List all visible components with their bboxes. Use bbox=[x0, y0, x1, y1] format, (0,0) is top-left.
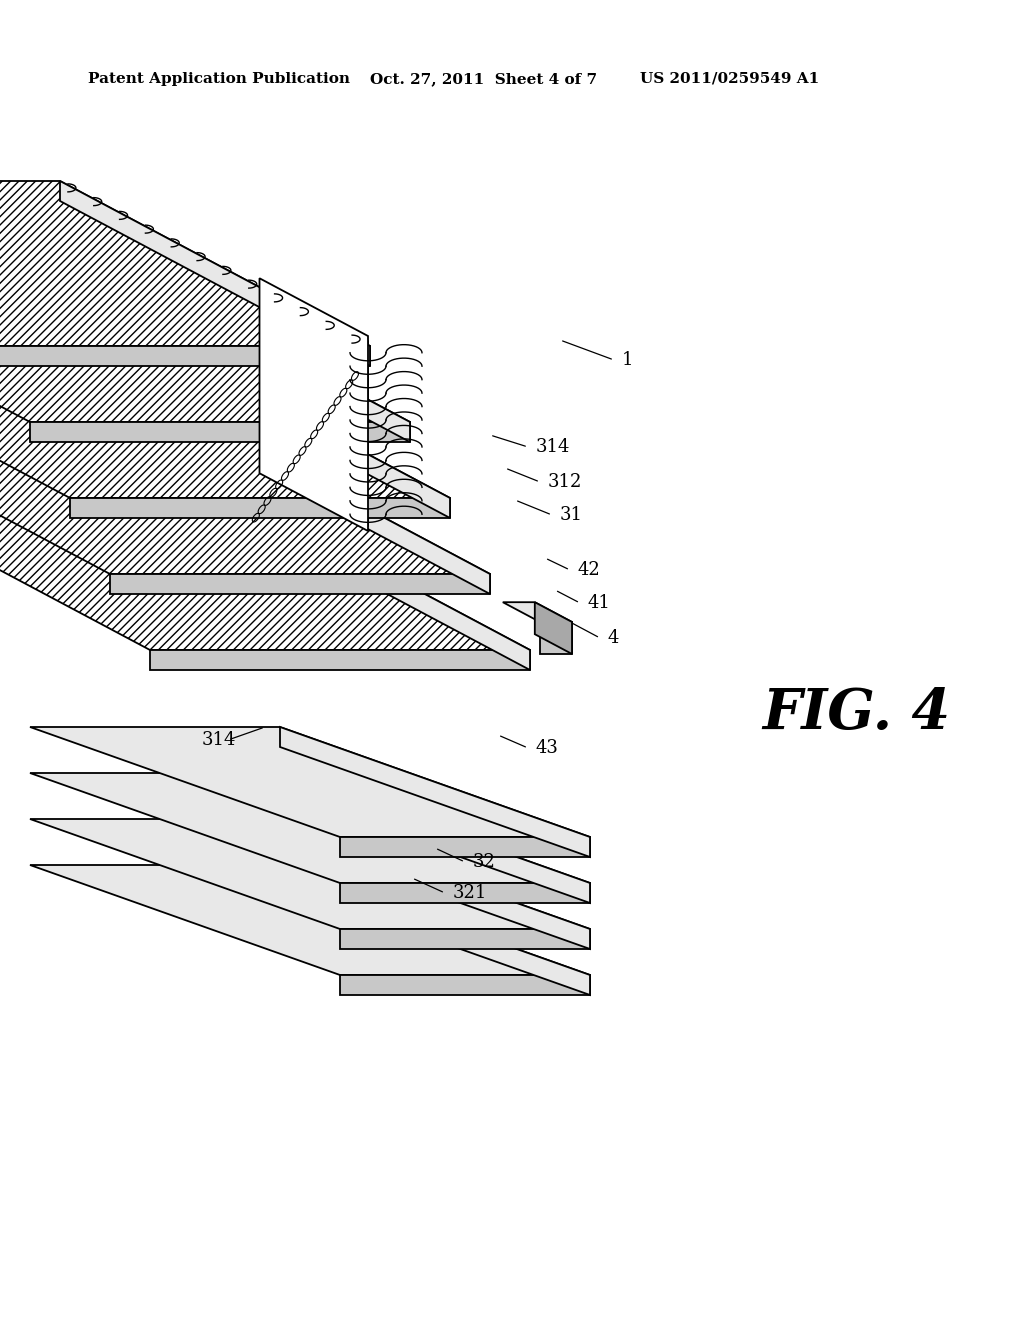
Polygon shape bbox=[280, 727, 590, 857]
Text: 1: 1 bbox=[622, 351, 634, 370]
Polygon shape bbox=[150, 649, 530, 671]
Text: FIG. 4: FIG. 4 bbox=[762, 685, 950, 741]
Polygon shape bbox=[503, 602, 572, 622]
Polygon shape bbox=[340, 975, 590, 995]
Text: 43: 43 bbox=[536, 739, 559, 756]
Polygon shape bbox=[0, 484, 530, 649]
Text: 4: 4 bbox=[608, 630, 620, 647]
Polygon shape bbox=[60, 181, 370, 366]
Text: 312: 312 bbox=[548, 473, 583, 491]
Text: 314: 314 bbox=[536, 438, 570, 455]
Polygon shape bbox=[70, 498, 450, 517]
Polygon shape bbox=[110, 574, 490, 594]
Polygon shape bbox=[0, 257, 410, 422]
Text: 41: 41 bbox=[588, 594, 611, 612]
Polygon shape bbox=[30, 865, 590, 975]
Polygon shape bbox=[0, 346, 370, 366]
Polygon shape bbox=[30, 727, 590, 837]
Text: 314: 314 bbox=[202, 731, 236, 748]
Polygon shape bbox=[30, 774, 590, 883]
Polygon shape bbox=[30, 818, 590, 929]
Polygon shape bbox=[0, 333, 450, 498]
Polygon shape bbox=[100, 257, 410, 442]
Text: 31: 31 bbox=[560, 506, 583, 524]
Text: Patent Application Publication: Patent Application Publication bbox=[88, 73, 350, 86]
Polygon shape bbox=[0, 409, 490, 574]
Polygon shape bbox=[140, 333, 450, 517]
Polygon shape bbox=[535, 602, 572, 653]
Polygon shape bbox=[280, 774, 590, 903]
Polygon shape bbox=[340, 883, 590, 903]
Text: 321: 321 bbox=[453, 884, 487, 902]
Polygon shape bbox=[0, 181, 370, 346]
Polygon shape bbox=[280, 865, 590, 995]
Polygon shape bbox=[259, 279, 368, 531]
Polygon shape bbox=[340, 837, 590, 857]
Text: 32: 32 bbox=[473, 853, 496, 871]
Polygon shape bbox=[220, 484, 530, 671]
Polygon shape bbox=[180, 409, 490, 594]
Polygon shape bbox=[340, 929, 590, 949]
Polygon shape bbox=[30, 422, 410, 442]
Text: 42: 42 bbox=[578, 561, 601, 579]
Text: Oct. 27, 2011  Sheet 4 of 7: Oct. 27, 2011 Sheet 4 of 7 bbox=[370, 73, 597, 86]
Polygon shape bbox=[540, 622, 572, 653]
Polygon shape bbox=[280, 818, 590, 949]
Text: US 2011/0259549 A1: US 2011/0259549 A1 bbox=[640, 73, 819, 86]
